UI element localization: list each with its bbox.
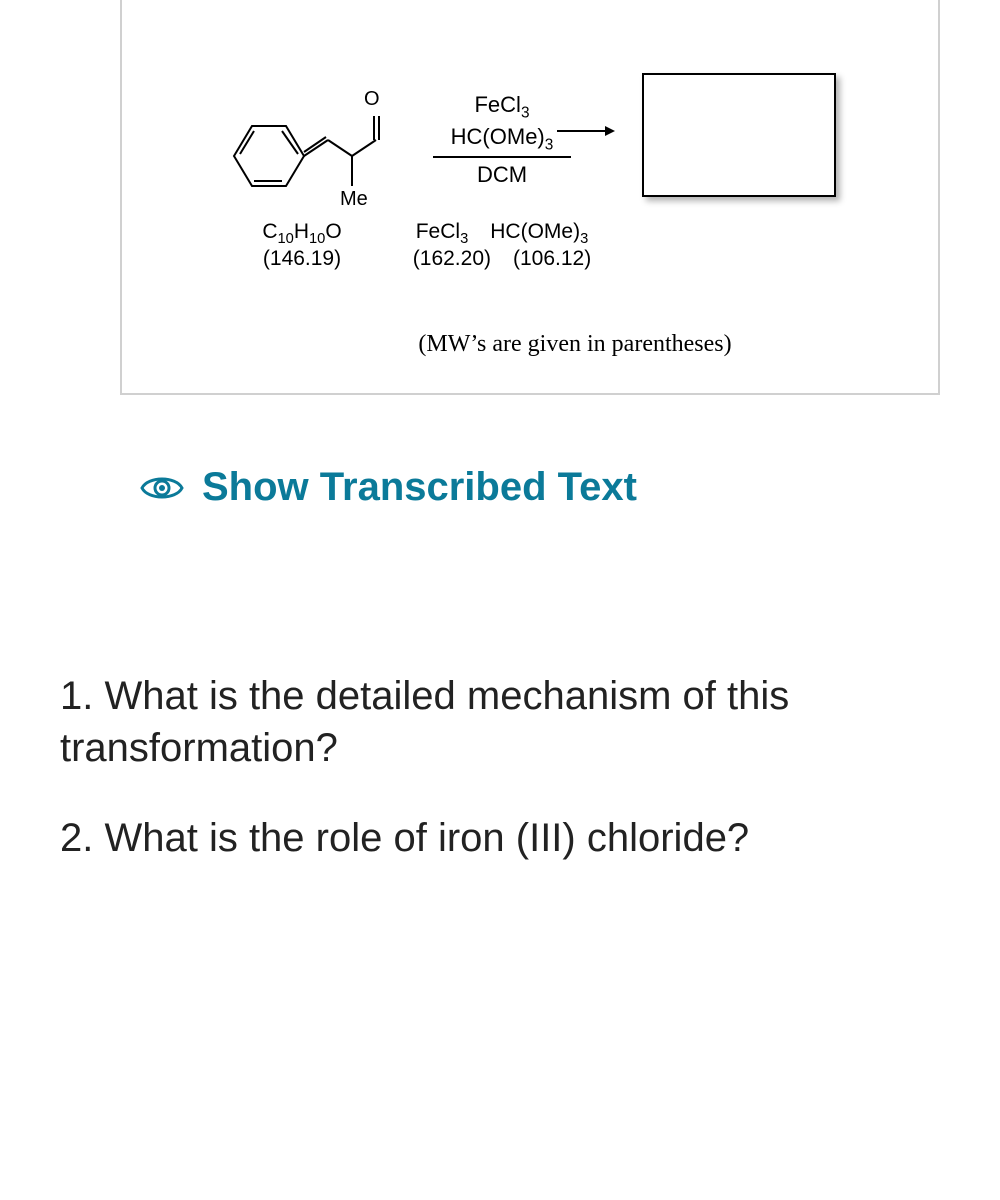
solvent-label: DCM — [392, 162, 612, 188]
mw-row: C10H10O (146.19) FeCl3 HC(OMe)3 (162.20)… — [212, 220, 898, 271]
eye-icon — [140, 473, 184, 503]
reagents-block: FeCl3 HC(OMe)3 DCM — [392, 92, 612, 189]
starting-material-formula-block: C10H10O (146.19) — [212, 220, 392, 271]
reaction-row: O Me FeCl3 HC(OMe)3 DCM — [212, 70, 898, 210]
methyl-label: Me — [340, 188, 368, 211]
questions-block: 1. What is the detailed mechanism of thi… — [60, 670, 960, 864]
show-transcribed-text-button[interactable]: Show Transcribed Text — [140, 465, 1000, 510]
show-transcribed-text-label: Show Transcribed Text — [202, 465, 637, 510]
carbonyl-O-label: O — [364, 88, 380, 111]
reagent2-mw: (106.12) — [513, 247, 591, 271]
reaction-scheme: O Me FeCl3 HC(OMe)3 DCM C10H10O (146.19) — [212, 70, 898, 358]
reaction-arrow-head — [605, 126, 615, 136]
reagent-line-2: HC(OMe)3 — [433, 124, 572, 158]
reaction-arrow-line — [557, 130, 607, 132]
product-answer-box[interactable] — [642, 73, 836, 197]
reagent1-name: FeCl3 — [416, 220, 469, 247]
starting-material-mw: (146.19) — [212, 247, 392, 271]
reagent-line-1: FeCl3 — [392, 92, 612, 122]
mw-note: (MW’s are given in parentheses) — [252, 331, 898, 358]
starting-material-structure: O Me — [212, 70, 392, 210]
reagents-mw-block: FeCl3 HC(OMe)3 (162.20) (106.12) — [392, 220, 612, 271]
reagent2-name: HC(OMe)3 — [490, 220, 588, 247]
reagent1-mw: (162.20) — [413, 247, 491, 271]
reaction-scheme-box: O Me FeCl3 HC(OMe)3 DCM C10H10O (146.19) — [120, 0, 940, 395]
question-2: 2. What is the role of iron (III) chlori… — [60, 812, 960, 864]
question-1: 1. What is the detailed mechanism of thi… — [60, 670, 960, 774]
